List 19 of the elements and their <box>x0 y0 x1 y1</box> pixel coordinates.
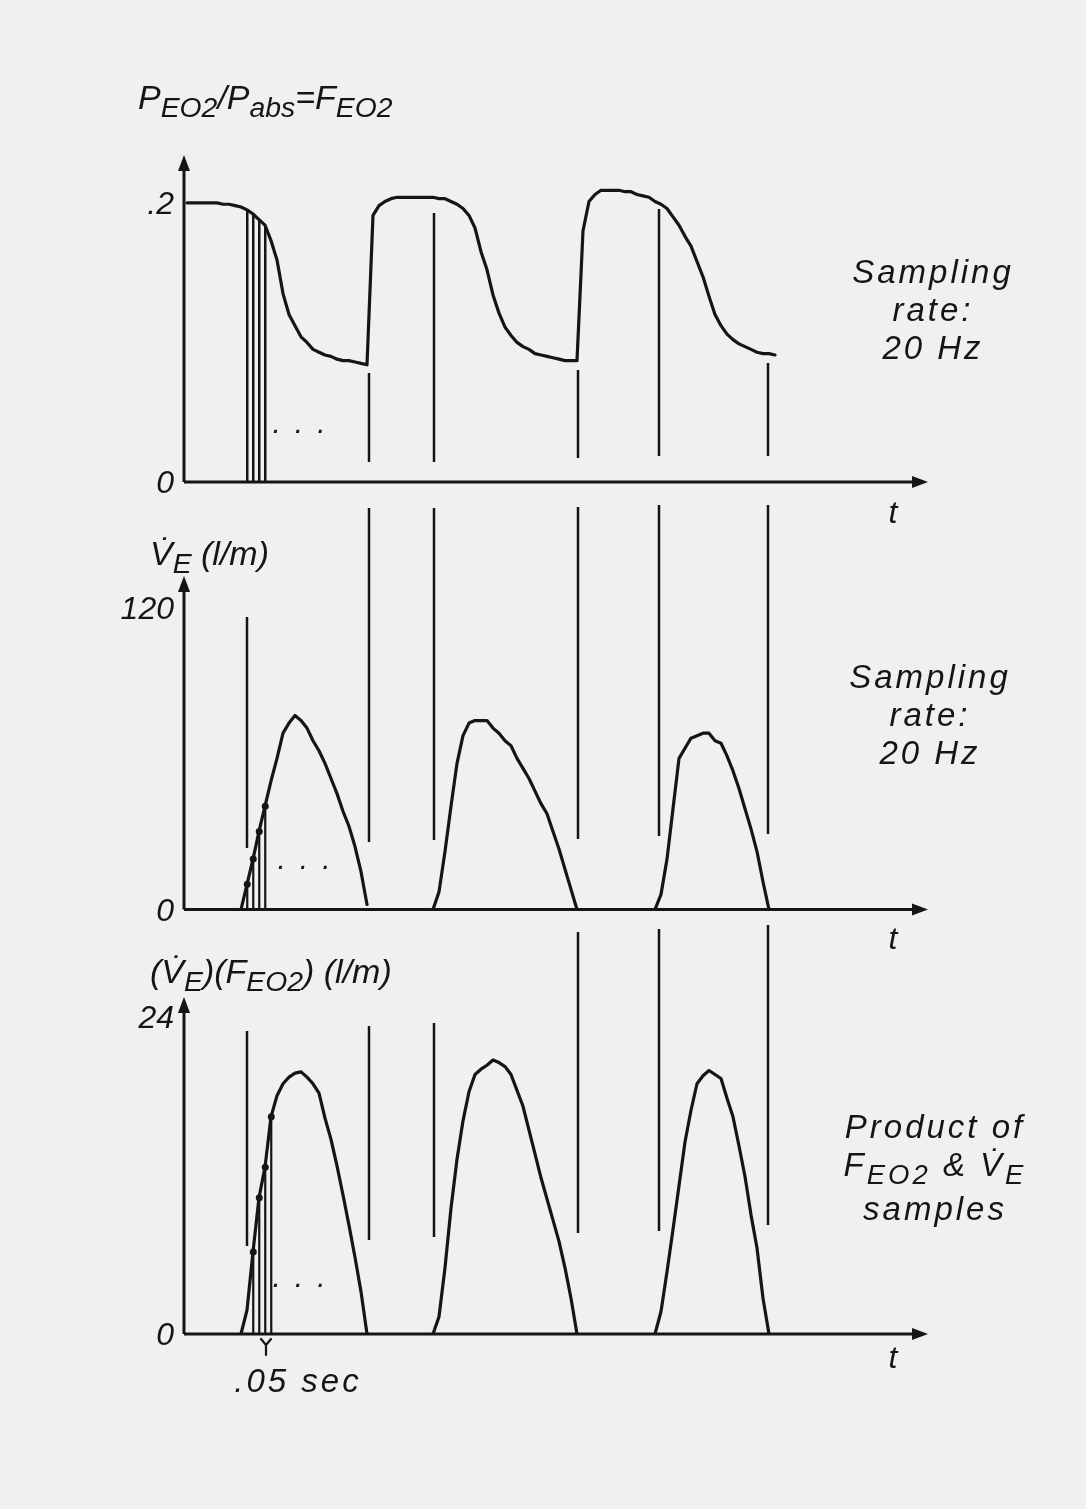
y-tick-label: 0 <box>156 464 175 501</box>
annotation: ... <box>277 841 345 877</box>
annotation: ... <box>272 1259 340 1295</box>
y-axis-title: (V̇$_{E}$)(F$_{EO2}$) (l/m) <box>150 952 392 998</box>
text: .05 sec <box>234 1362 362 1400</box>
annotation: Sampling rate: 20 Hz <box>852 253 1014 367</box>
x-axis-title: t <box>888 1338 898 1376</box>
x-axis-title: t <box>888 493 898 531</box>
y-axis-title: P$_{EO2}$/P$_{abs}$=F$_{EO2}$ <box>138 78 393 124</box>
y-tick-label: 0 <box>156 891 175 928</box>
annotation: Sampling rate: 20 Hz <box>849 658 1011 772</box>
annotation: Product of F$_{EO2}$ & V̇$_{E}$ samples <box>843 1107 1027 1229</box>
y-tick-label: 0 <box>156 1316 175 1353</box>
y-tick-label: 24 <box>137 998 174 1035</box>
x-axis-title: t <box>888 919 898 957</box>
y-tick-label: 120 <box>120 589 175 626</box>
annotation: ... <box>272 405 340 441</box>
y-axis-title: V̇$_{E}$ (l/m) <box>150 534 270 580</box>
y-tick-label: .2 <box>147 185 175 222</box>
